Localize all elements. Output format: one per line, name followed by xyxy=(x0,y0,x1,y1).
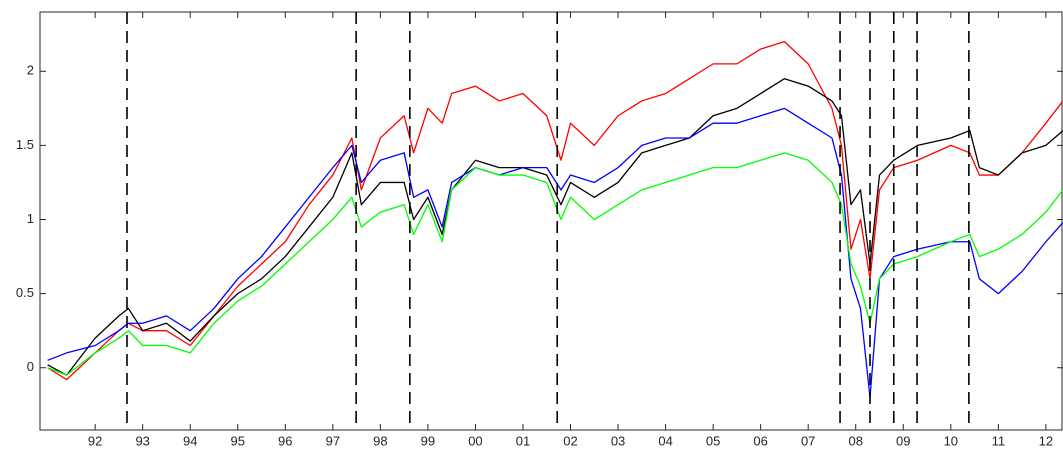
x-tick-label: 99 xyxy=(421,433,435,448)
x-tick-label: 97 xyxy=(326,433,340,448)
x-tick-label: 94 xyxy=(183,433,197,448)
x-tick-label: 12 xyxy=(1039,433,1053,448)
x-tick-label: 92 xyxy=(88,433,102,448)
x-tick-label: 04 xyxy=(658,433,672,448)
series-line xyxy=(47,41,1063,381)
x-tick-label: 11 xyxy=(992,433,1006,448)
series-line xyxy=(47,107,1063,399)
y-tick-label: 1.5 xyxy=(16,137,34,152)
x-tick-label: 08 xyxy=(849,433,863,448)
plot-frame xyxy=(39,11,1063,431)
x-tick-label: 00 xyxy=(468,433,482,448)
series-line xyxy=(47,152,1063,376)
x-tick-label: 06 xyxy=(753,433,767,448)
x-tick-label: 03 xyxy=(611,433,625,448)
series-line xyxy=(47,78,1063,376)
x-tick-label: 10 xyxy=(944,433,958,448)
x-tick-label: 07 xyxy=(801,433,815,448)
x-tick-label: 02 xyxy=(563,433,577,448)
x-tick-label: 05 xyxy=(706,433,720,448)
y-tick-label: 0.5 xyxy=(16,285,34,300)
x-tick-label: 95 xyxy=(231,433,245,448)
x-tick-label: 96 xyxy=(278,433,292,448)
y-tick-label: 0 xyxy=(27,359,34,374)
y-tick-label: 2 xyxy=(27,63,34,78)
x-tick-label: 09 xyxy=(896,433,910,448)
x-tick-label: 93 xyxy=(135,433,149,448)
x-tick-label: 01 xyxy=(516,433,530,448)
y-tick-label: 1 xyxy=(27,211,34,226)
x-tick-label: 98 xyxy=(373,433,387,448)
